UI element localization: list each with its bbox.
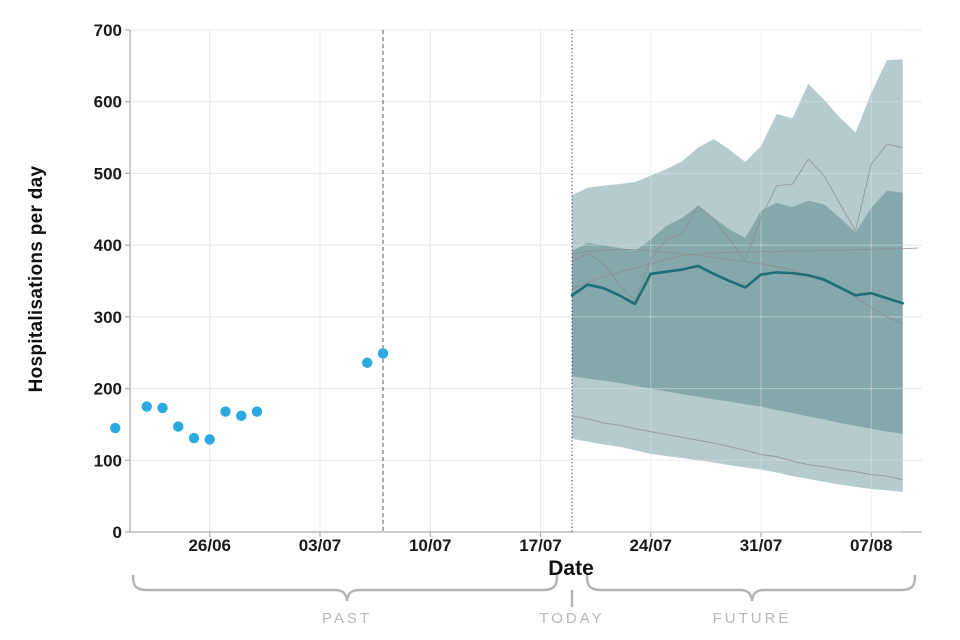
x-axis-title: Date — [548, 557, 594, 580]
observed-dot — [141, 401, 152, 412]
future-label: FUTURE — [712, 610, 792, 627]
y-tick-label: 400 — [94, 236, 122, 255]
outer-interval-band — [572, 59, 903, 492]
observed-dot — [251, 406, 263, 417]
trajectory-1 — [571, 247, 919, 290]
y-tick-label: 700 — [94, 21, 122, 40]
x-tick-label: 31/07 — [740, 536, 783, 555]
x-tick-label: 24/07 — [629, 536, 672, 555]
today-label: TODAY — [539, 610, 605, 627]
x-tick-label: 26/06 — [188, 536, 231, 555]
x-tick-label: 10/07 — [409, 536, 452, 555]
trajectory-2 — [571, 143, 903, 302]
observed-dot — [188, 432, 200, 444]
y-axis-title: Hospitalisations per day — [26, 165, 47, 393]
median-forecast-line — [570, 264, 905, 306]
timeline-braces — [131, 574, 917, 608]
y-tick-label: 600 — [94, 93, 122, 112]
x-tick-label: 03/07 — [299, 536, 342, 555]
observed-dot — [110, 422, 121, 434]
y-tick-label: 500 — [94, 164, 122, 183]
y-tick-label: 100 — [94, 451, 122, 470]
future-brace — [585, 574, 917, 602]
observed-dot — [377, 348, 389, 359]
past-label: PAST — [321, 610, 373, 627]
observed-dot — [157, 402, 168, 414]
observed-dot — [204, 434, 215, 445]
past-brace — [131, 574, 559, 602]
observed-dot — [236, 410, 247, 422]
trajectory-4 — [571, 415, 903, 481]
y-tick-label: 300 — [94, 308, 122, 327]
plot-area: 0 100 200 300 400 500 600 700 26/06 03/07 10/07 17/… — [94, 21, 922, 555]
x-tick-label: 07/08 — [850, 536, 893, 555]
observed-dot — [362, 357, 373, 368]
y-tick-label: 200 — [94, 380, 122, 399]
observed-dot — [173, 421, 184, 432]
observed-dot — [220, 406, 231, 417]
y-tick-label: 0 — [113, 523, 122, 542]
x-tick-label: 17/07 — [519, 536, 562, 555]
